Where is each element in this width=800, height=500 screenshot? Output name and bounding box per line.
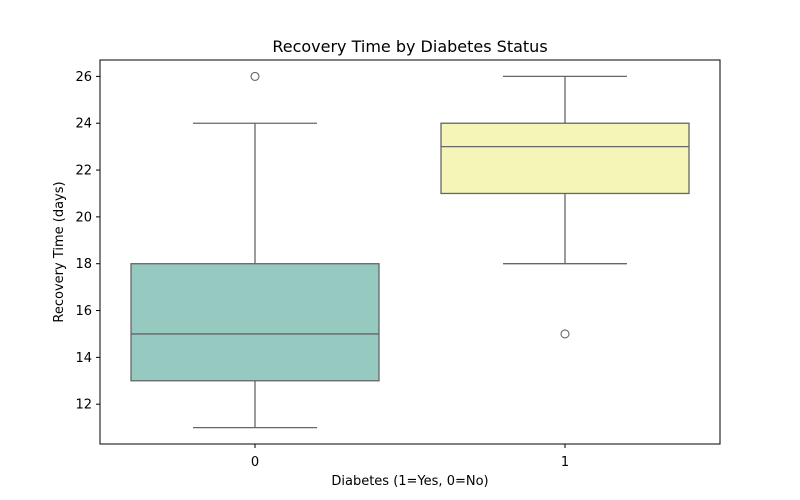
box-group-1 bbox=[440, 75, 690, 339]
y-tick-label: 12 bbox=[75, 398, 92, 413]
box-group-0 bbox=[130, 71, 380, 429]
y-tick-label: 14 bbox=[75, 351, 92, 366]
iqr-box bbox=[130, 263, 380, 382]
outlier-point bbox=[560, 329, 570, 339]
x-axis-label: Diabetes (1=Yes, 0=No) bbox=[331, 474, 488, 489]
x-tick-label: 1 bbox=[561, 455, 569, 470]
outlier-point bbox=[250, 71, 260, 81]
plot-area bbox=[130, 71, 690, 429]
y-tick-label: 16 bbox=[75, 304, 92, 319]
y-tick-label: 22 bbox=[75, 164, 92, 179]
iqr-box bbox=[440, 122, 690, 195]
y-axis-label: Recovery Time (days) bbox=[52, 181, 67, 322]
x-tick-label: 0 bbox=[251, 455, 259, 470]
y-tick-label: 18 bbox=[75, 257, 92, 272]
y-tick-label: 26 bbox=[75, 70, 92, 85]
axes-frame bbox=[99, 59, 721, 445]
y-tick-label: 24 bbox=[75, 117, 92, 132]
y-tick-label: 20 bbox=[75, 210, 92, 225]
y-axis: 12 14 16 18 20 22 24 26 bbox=[75, 70, 100, 413]
chart-title: Recovery Time by Diabetes Status bbox=[272, 37, 547, 56]
